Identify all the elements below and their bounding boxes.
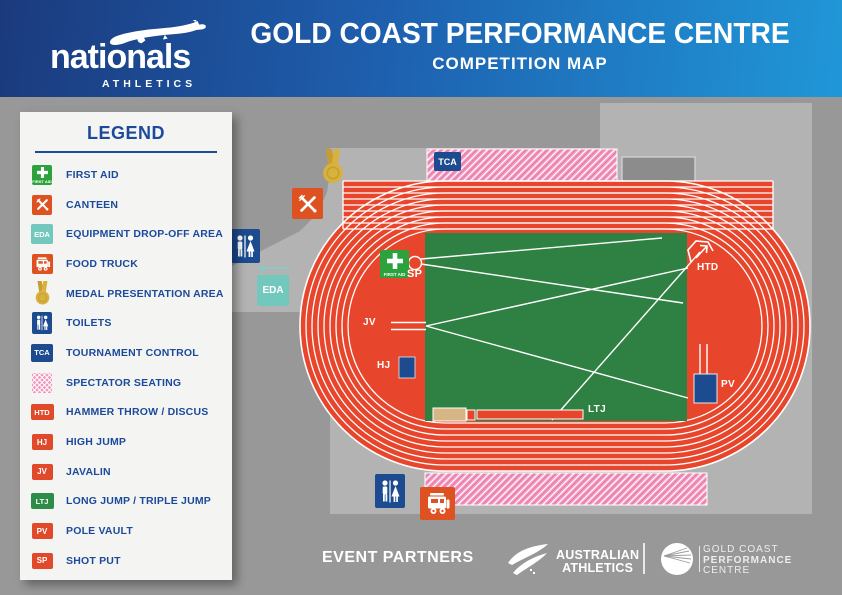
legend-item-long-jump: LTJ LONG JUMP / TRIPLE JUMP	[30, 487, 232, 517]
gold-coast-performance-centre-icon	[661, 543, 693, 575]
eda-badge-icon: EDA	[31, 224, 53, 245]
hammer-throw-label: HTD	[697, 262, 719, 273]
legend-item-spectator-seating: SPECTATOR SEATING	[30, 368, 232, 398]
legend-item-medal: MEDAL PRESENTATION AREA	[30, 279, 232, 309]
infield	[425, 233, 687, 421]
tca-badge-label: TCA	[438, 156, 457, 167]
pole-vault-label: PV	[721, 379, 735, 390]
medal-legend-icon	[35, 281, 49, 305]
htd-badge-icon: HTD	[30, 404, 54, 421]
long-jump-label: LTJ	[588, 404, 606, 415]
spectator-seating-south	[424, 472, 708, 506]
kangaroo-icon	[109, 20, 206, 45]
legend-panel: LEGEND FIRST AID FIRST AID CANT	[20, 112, 232, 580]
legend-divider	[35, 151, 217, 153]
legend-item-canteen: CANTEEN	[30, 190, 232, 220]
food-truck-icon	[420, 487, 455, 520]
eda-arrow-icon	[258, 263, 290, 273]
legend-item-food-truck: FOOD TRUCK	[30, 249, 232, 279]
header-titles: GOLD COAST PERFORMANCE CENTRE COMPETITIO…	[240, 18, 800, 74]
field-event-lines	[391, 237, 708, 421]
legend-title: LEGEND	[86, 123, 165, 143]
canteen-legend-icon	[32, 194, 52, 215]
nationals-athletics-logo: nationals ATHLETICS	[48, 18, 228, 92]
logo-subtitle: ATHLETICS	[102, 78, 197, 90]
page-title: GOLD COAST PERFORMANCE CENTRE	[250, 18, 790, 50]
first-aid-micro-label: FIRST AID	[383, 272, 406, 277]
legend-item-first-aid: FIRST AID FIRST AID	[30, 160, 232, 190]
ltj-badge-icon: LTJ	[30, 493, 54, 510]
page-header: nationals ATHLETICS GOLD COAST PERFORMAN…	[0, 0, 842, 97]
jv-badge-icon: JV	[31, 463, 53, 480]
eda-badge-label: EDA	[262, 285, 284, 296]
legend-rows: FIRST AID FIRST AID CANTEEN EDA EQUIPMEN…	[20, 160, 232, 576]
page-subtitle: COMPETITION MAP	[432, 54, 608, 73]
legend-item-high-jump: HJ HIGH JUMP	[30, 427, 232, 457]
hj-badge-icon: HJ	[31, 434, 53, 451]
toilets-icon-south	[375, 474, 405, 508]
toilets-legend-icon	[32, 312, 52, 335]
gcpc-text: GOLD COAST PERFORMANCE CENTRE	[703, 544, 793, 576]
australian-athletics-text: AUSTRALIAN ATHLETICS	[556, 548, 640, 575]
legend-item-shot-put: SP SHOT PUT	[30, 546, 232, 576]
australian-athletics-icon	[508, 544, 548, 575]
sp-badge-icon: SP	[31, 552, 53, 569]
building-block	[621, 156, 696, 182]
javelin-label: JV	[363, 317, 376, 328]
legend-item-pole-vault: PV POLE VAULT	[30, 516, 232, 546]
sprint-straight-lanes	[342, 180, 774, 230]
legend-item-eda: EDA EQUIPMENT DROP-OFF AREA	[30, 219, 232, 249]
shot-put-label: SP	[407, 268, 423, 280]
canteen-icon	[292, 188, 323, 219]
eda-badge-map: EDA	[257, 275, 289, 306]
hammer-cage-icon	[687, 240, 714, 263]
event-partners-label: EVENT PARTNERS	[322, 549, 474, 566]
toilets-icon-west	[230, 229, 260, 263]
gcpc-text-divider	[699, 546, 700, 572]
high-jump-label: HJ	[377, 360, 391, 371]
first-aid-icon: FIRST AID	[32, 164, 52, 185]
legend-item-tournament-control: TCA TOURNAMENT CONTROL	[30, 338, 232, 368]
tca-badge-map: TCA	[434, 152, 461, 171]
legend-item-hammer-throw: HTD HAMMER THROW / DISCUS	[30, 398, 232, 428]
long-jump-runway	[432, 407, 584, 422]
logo-wordmark: nationals	[50, 38, 191, 76]
legend-item-javelin: JV JAVALIN	[30, 457, 232, 487]
seating-swatch-icon	[32, 372, 52, 393]
tca-badge-icon: TCA	[31, 343, 53, 362]
pole-vault-mat	[693, 373, 718, 404]
pv-badge-icon: PV	[31, 523, 53, 540]
high-jump-mat	[398, 356, 416, 379]
legend-item-toilets: TOILETS	[30, 308, 232, 338]
footer-divider	[643, 543, 645, 574]
food-truck-legend-icon	[31, 253, 53, 274]
first-aid-micro: FIRST AID	[32, 178, 52, 184]
first-aid-icon-map: FIRST AID	[380, 250, 409, 278]
medal-presentation-icon	[320, 149, 346, 190]
